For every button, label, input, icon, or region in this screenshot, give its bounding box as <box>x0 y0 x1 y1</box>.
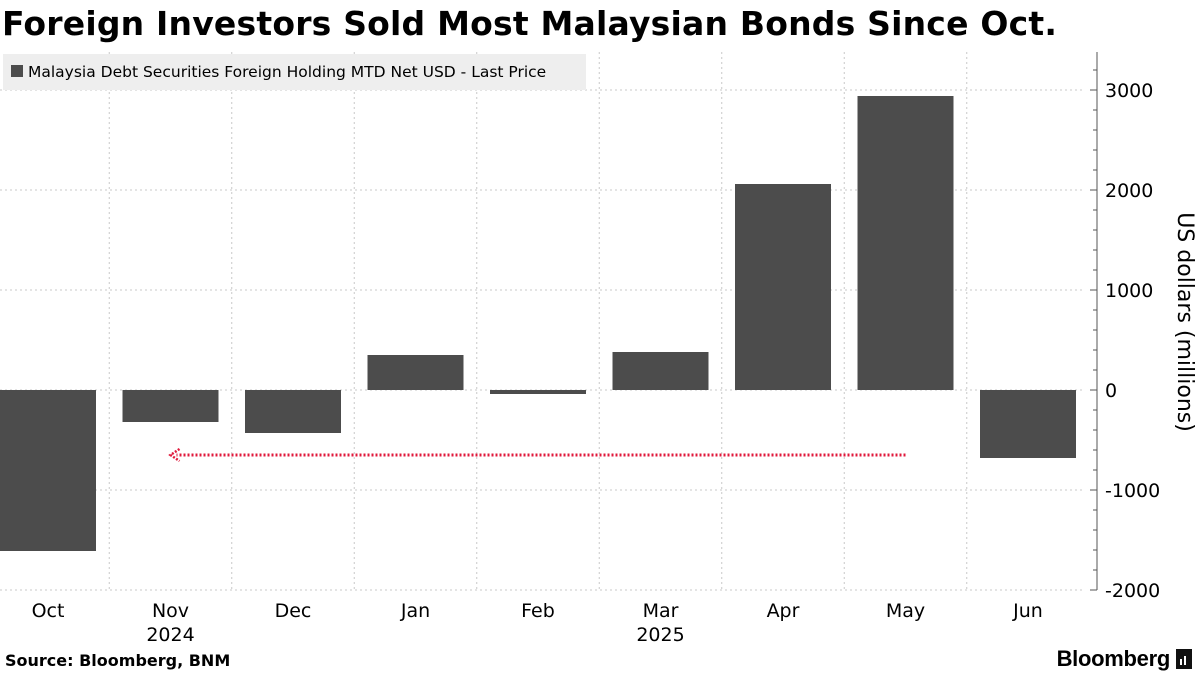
brand-name: Bloomberg <box>1056 646 1171 671</box>
y-tick-label: 1000 <box>1105 280 1153 302</box>
y-tick-label: 2000 <box>1105 180 1153 202</box>
x-tick-label: Apr <box>767 600 800 622</box>
x-axis-labels: Oct Nov Dec Jan Feb Mar Apr May Jun 2024 2025 <box>32 600 1043 646</box>
bar-dec <box>245 390 341 433</box>
bar-oct <box>0 390 96 551</box>
source-note: Source: Bloomberg, BNM <box>5 651 231 670</box>
legend-box <box>3 54 586 90</box>
y-tick-label: -1000 <box>1105 480 1160 502</box>
y-axis: 3000 2000 1000 0 -1000 -2000 <box>1090 52 1160 602</box>
x-tick-label: Feb <box>521 600 555 622</box>
x-tick-label: Jun <box>1012 600 1043 622</box>
chart-title: Foreign Investors Sold Most Malaysian Bo… <box>2 4 1058 43</box>
y-tick-label: 3000 <box>1105 80 1153 102</box>
bar-apr <box>735 184 831 390</box>
y-tick-label: -2000 <box>1105 580 1160 602</box>
x-tick-label: Jan <box>400 600 430 622</box>
bar-may <box>857 96 954 390</box>
bar-jan <box>367 355 464 390</box>
bar-nov <box>122 390 219 422</box>
arrow-annotation <box>168 447 906 463</box>
legend-label: Malaysia Debt Securities Foreign Holding… <box>28 63 546 81</box>
x-tick-label: Mar <box>643 600 679 622</box>
x-year-label: 2024 <box>146 624 194 646</box>
x-tick-label: Nov <box>152 600 189 622</box>
legend: Malaysia Debt Securities Foreign Holding… <box>3 54 586 90</box>
bars <box>0 96 1076 551</box>
y-tick-label: 0 <box>1105 380 1117 402</box>
y-axis-label: US dollars (millions) <box>1172 212 1197 432</box>
bar-jun <box>980 390 1076 458</box>
bar-mar <box>612 352 709 390</box>
bloomberg-terminal-icon <box>1176 649 1192 669</box>
x-year-label: 2025 <box>636 624 684 646</box>
bar-feb <box>490 390 586 394</box>
x-tick-label: Dec <box>275 600 312 622</box>
legend-swatch <box>11 65 23 77</box>
x-tick-label: May <box>886 600 925 622</box>
arrow-head <box>168 447 181 463</box>
x-tick-label: Oct <box>32 600 65 622</box>
bloomberg-logo: Bloomberg <box>1057 646 1192 672</box>
